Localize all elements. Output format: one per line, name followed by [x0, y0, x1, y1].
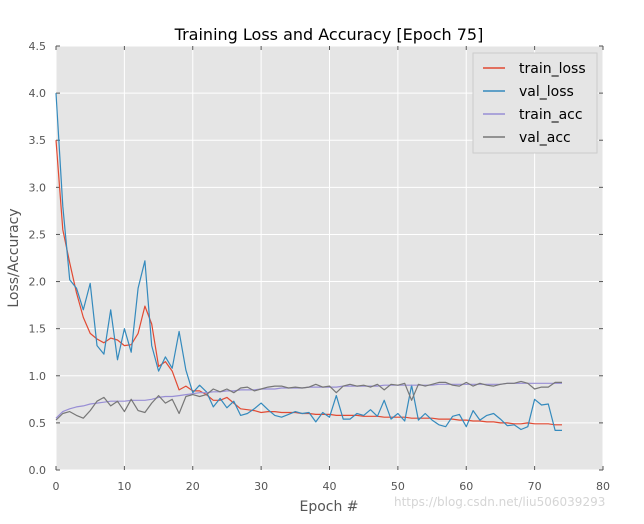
chart-title: Training Loss and Accuracy [Epoch 75]: [174, 25, 484, 44]
y-tick-label: 4.5: [29, 40, 47, 53]
y-tick-label: 3.0: [29, 181, 47, 194]
x-axis-label: Epoch #: [299, 499, 358, 515]
y-tick-label: 4.0: [29, 87, 47, 100]
legend-label: val_loss: [519, 84, 574, 100]
y-axis: 0.0 0.5 1.0 1.5 2.0 2.5 3.0 3.5 4.0 4.5: [29, 40, 603, 477]
y-tick-label: 0.5: [29, 417, 47, 430]
legend-label: train_acc: [519, 107, 583, 123]
y-tick-label: 2.5: [29, 228, 47, 241]
x-tick-label: 60: [459, 480, 473, 493]
series-line-val-acc: [55, 380, 562, 421]
y-tick-label: 0.0: [29, 464, 47, 477]
y-axis-label: Loss/Accuracy: [6, 208, 22, 307]
x-tick-label: 20: [186, 480, 200, 493]
y-tick-label: 1.5: [29, 323, 47, 336]
x-tick-label: 70: [528, 480, 542, 493]
x-tick-label: 50: [391, 480, 405, 493]
legend: train_loss val_loss train_acc val_acc: [472, 52, 598, 154]
x-tick-label: 40: [323, 480, 337, 493]
watermark: https://blog.csdn.net/liu506039293: [394, 495, 606, 509]
series-group: [55, 93, 562, 431]
y-tick-label: 1.0: [29, 370, 47, 383]
series-line-val-loss: [55, 93, 562, 431]
x-axis: 0 10 20 30 40 50 60 70 80: [53, 46, 610, 493]
x-tick-label: 30: [254, 480, 268, 493]
y-tick-label: 3.5: [29, 134, 47, 147]
x-tick-label: 0: [53, 480, 60, 493]
x-tick-label: 10: [117, 480, 131, 493]
x-tick-label: 80: [596, 480, 610, 493]
legend-label: val_acc: [519, 130, 571, 146]
legend-label: train_loss: [519, 61, 586, 77]
y-tick-label: 2.0: [29, 276, 47, 289]
